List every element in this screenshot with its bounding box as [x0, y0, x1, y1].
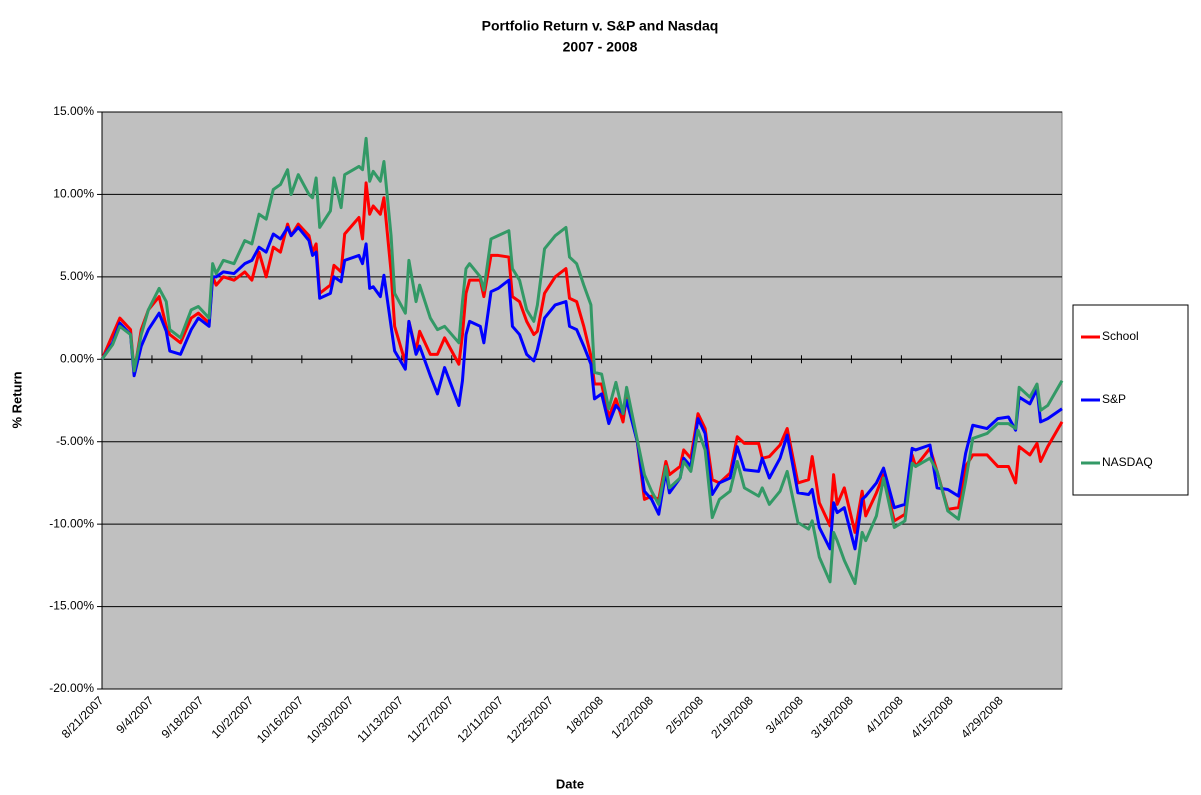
x-tick-label: 11/27/2007	[404, 693, 456, 745]
plot-area	[101, 111, 1063, 690]
y-tick-label: 15.00%	[53, 104, 94, 118]
legend-label: NASDAQ	[1102, 455, 1153, 469]
x-tick-label: 4/1/2008	[863, 693, 906, 736]
y-tick-label: 0.00%	[60, 351, 94, 365]
y-tick-label: -5.00%	[56, 434, 94, 448]
x-tick-label: 4/29/2008	[958, 693, 1006, 741]
x-tick-label: 4/15/2008	[908, 693, 956, 741]
x-tick-label: 3/4/2008	[763, 693, 806, 736]
x-tick-label: 1/8/2008	[563, 693, 606, 736]
x-tick-label: 8/21/2007	[59, 693, 107, 741]
legend-label: School	[1102, 329, 1139, 343]
y-tick-label: -15.00%	[49, 599, 94, 613]
x-tick-label: 2/19/2008	[708, 693, 756, 741]
x-tick-label: 12/11/2007	[454, 693, 506, 745]
x-tick-label: 2/5/2008	[663, 693, 706, 736]
chart-subtitle: 2007 - 2008	[563, 39, 638, 55]
legend-label: S&P	[1102, 392, 1126, 406]
y-tick-label: 10.00%	[53, 187, 94, 201]
chart-title: Portfolio Return v. S&P and Nasdaq	[482, 18, 719, 34]
series-line	[100, 225, 1063, 551]
x-tick-label: 9/18/2007	[159, 693, 207, 741]
series-line	[100, 136, 1064, 585]
x-tick-label: 11/13/2007	[354, 693, 406, 745]
series-line	[100, 181, 1064, 534]
x-tick-label: 10/30/2007	[304, 693, 357, 746]
y-tick-label: 5.00%	[60, 269, 94, 283]
y-tick-label: -20.00%	[49, 681, 94, 695]
y-tick-label: -10.00%	[49, 516, 94, 530]
x-tick-label: 3/18/2008	[808, 693, 856, 741]
x-tick-label: 1/22/2008	[608, 693, 656, 741]
x-tick-label: 9/4/2007	[113, 693, 156, 736]
x-tick-label: 12/25/2007	[504, 693, 557, 746]
x-tick-label: 10/16/2007	[254, 693, 307, 746]
x-axis-label: Date	[556, 776, 584, 791]
y-axis-label: % Return	[9, 371, 24, 428]
x-tick-label: 10/2/2007	[209, 693, 257, 741]
